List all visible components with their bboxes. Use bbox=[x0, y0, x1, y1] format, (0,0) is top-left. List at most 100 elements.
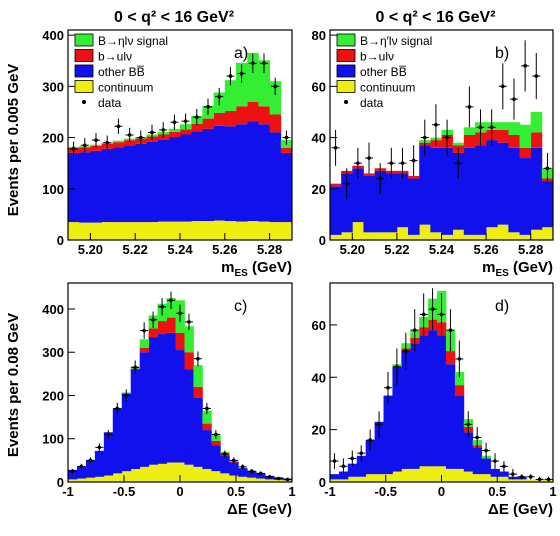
bar-b-s1-b0 bbox=[330, 186, 342, 235]
bar-a-s3-b4 bbox=[112, 140, 125, 143]
bar-c-s1-b17 bbox=[220, 456, 230, 474]
marker bbox=[195, 115, 199, 119]
bar-b-s1-b16 bbox=[508, 147, 520, 233]
bar-c-s2-b15 bbox=[202, 423, 212, 431]
bar-c-s3-b13 bbox=[184, 326, 194, 353]
bar-c-s1-b6 bbox=[121, 393, 132, 472]
marker bbox=[214, 432, 218, 437]
bar-c-s3-b15 bbox=[202, 410, 212, 424]
marker bbox=[493, 459, 497, 463]
bar-d-s3-b14 bbox=[454, 372, 465, 386]
legend-swatch bbox=[74, 33, 94, 47]
marker bbox=[249, 469, 254, 473]
data-point-b-3 bbox=[365, 142, 374, 174]
data-point-d-6 bbox=[383, 372, 392, 404]
legend-item-a-0: B→ηlν signal bbox=[74, 33, 168, 48]
marker bbox=[70, 469, 75, 473]
data-point-c-2 bbox=[86, 457, 95, 464]
bar-c-s0-b9 bbox=[148, 464, 158, 482]
marker bbox=[350, 456, 355, 461]
data-point-d-19 bbox=[499, 461, 508, 472]
marker bbox=[430, 307, 435, 311]
marker bbox=[519, 474, 524, 479]
marker bbox=[187, 320, 191, 324]
y-tick-label-c-2: 200 bbox=[42, 388, 64, 403]
bar-c-s1-b1 bbox=[76, 466, 87, 479]
data-point-a-6 bbox=[136, 130, 145, 145]
bar-c-s0-b5 bbox=[112, 473, 123, 482]
data-point-d-14 bbox=[455, 340, 464, 378]
bar-a-s0-b15 bbox=[236, 221, 248, 240]
legend-label: b→ulν bbox=[360, 50, 394, 64]
y-axis-title-bottom: Events per 0.08 GeV bbox=[5, 313, 22, 457]
data-point-b-8 bbox=[420, 119, 429, 156]
legend-item-a-4: data bbox=[82, 96, 122, 110]
marker bbox=[206, 105, 210, 109]
bar-a-s2-b11 bbox=[191, 123, 203, 132]
data-point-c-8 bbox=[140, 322, 149, 339]
bar-d-s1-b2 bbox=[347, 463, 358, 477]
bar-d-s1-b4 bbox=[365, 440, 375, 475]
legend-label: continuum bbox=[98, 81, 153, 95]
bar-b-s0-b8 bbox=[419, 224, 431, 240]
bar-b-s0-b18 bbox=[530, 229, 543, 240]
y-tick-label-d-0: 0 bbox=[319, 475, 326, 490]
bar-a-s1-b19 bbox=[280, 152, 293, 223]
panel-label-d: d) bbox=[495, 298, 509, 315]
x-tick-label-c-0: -1 bbox=[62, 484, 74, 499]
marker bbox=[169, 298, 173, 303]
y-tick-label-c-4: 400 bbox=[42, 302, 64, 317]
x-tick-label-b-4: 5.28 bbox=[518, 242, 543, 257]
data-point-d-8 bbox=[401, 332, 410, 370]
bar-b-s3-b17 bbox=[519, 124, 532, 148]
marker bbox=[223, 452, 227, 456]
bar-c-s0-b19 bbox=[238, 476, 248, 482]
marker bbox=[150, 130, 154, 135]
bar-d-s0-b4 bbox=[365, 474, 375, 482]
x-tick-label-b-1: 5.22 bbox=[384, 242, 409, 257]
marker bbox=[344, 181, 349, 186]
data-point-a-7 bbox=[148, 124, 156, 141]
bar-a-s1-b3 bbox=[101, 148, 114, 223]
bar-a-s2-b12 bbox=[202, 118, 214, 129]
bar-a-s1-b17 bbox=[258, 124, 270, 222]
bar-a-s0-b14 bbox=[224, 221, 237, 240]
y-tick-label-a-4: 400 bbox=[42, 28, 64, 43]
bar-d-s1-b9 bbox=[410, 343, 420, 469]
data-point-d-10 bbox=[419, 293, 428, 336]
bar-c-s2-b16 bbox=[211, 440, 221, 446]
bar-a-s1-b4 bbox=[112, 147, 125, 223]
bar-d-s0-b9 bbox=[410, 468, 420, 482]
bar-c-s1-b3 bbox=[94, 450, 105, 477]
data-point-d-11 bbox=[428, 288, 437, 331]
data-point-a-10 bbox=[181, 113, 190, 129]
bar-d-s2-b14 bbox=[454, 385, 465, 396]
y-tick-label-c-1: 100 bbox=[42, 432, 64, 447]
data-point-a-11 bbox=[192, 108, 201, 126]
bar-d-s1-b3 bbox=[356, 455, 367, 477]
bar-c-s0-b15 bbox=[202, 469, 212, 482]
bar-c-s1-b9 bbox=[148, 337, 158, 465]
data-point-c-5 bbox=[113, 402, 122, 415]
marker bbox=[386, 385, 390, 390]
bar-d-s1-b11 bbox=[428, 330, 438, 467]
data-point-a-8 bbox=[159, 122, 168, 138]
marker bbox=[489, 125, 494, 130]
data-point-d-13 bbox=[446, 309, 455, 352]
marker bbox=[258, 471, 263, 476]
data-point-d-17 bbox=[482, 442, 491, 459]
x-axis-label-sub: ES bbox=[234, 268, 248, 279]
data-point-a-19 bbox=[282, 130, 291, 145]
bar-c-s2-b8 bbox=[139, 347, 150, 353]
legend-swatch bbox=[336, 80, 356, 93]
marker bbox=[196, 356, 200, 361]
marker bbox=[161, 128, 165, 132]
bar-d-s0-b2 bbox=[347, 476, 358, 482]
data-point-c-1 bbox=[77, 463, 86, 470]
y-tick-label-a-1: 100 bbox=[42, 182, 64, 197]
bar-a-s0-b10 bbox=[180, 221, 192, 240]
data-point-b-12 bbox=[465, 86, 474, 128]
bar-b-s1-b11 bbox=[452, 152, 465, 230]
bar-a-s2-b18 bbox=[269, 114, 282, 133]
bar-b-s0-b19 bbox=[541, 227, 554, 240]
